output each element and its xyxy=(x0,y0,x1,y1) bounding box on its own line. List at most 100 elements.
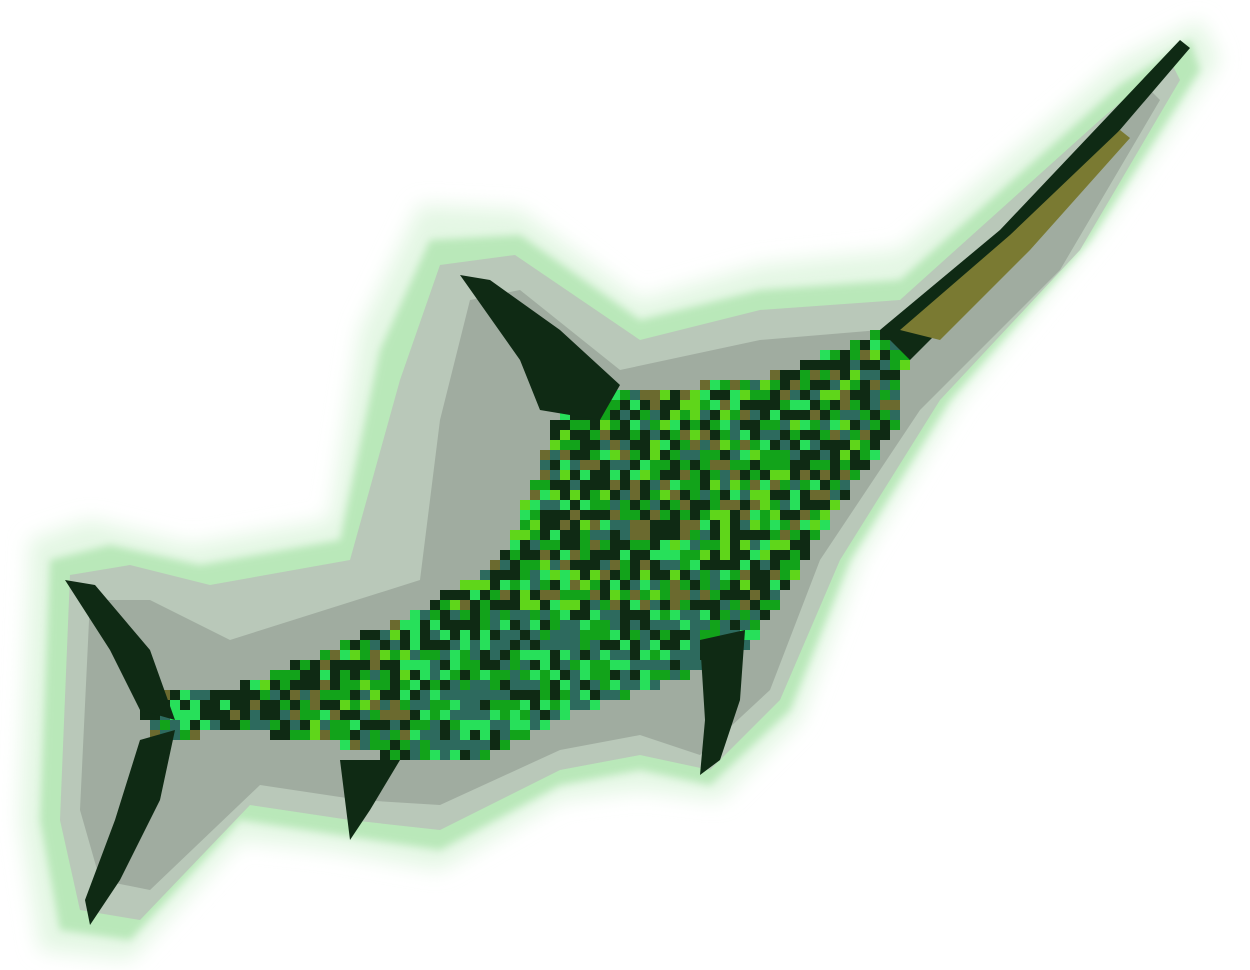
body-pixel xyxy=(470,700,480,710)
body-pixel xyxy=(790,410,800,420)
body-pixel xyxy=(600,550,610,560)
body-pixel xyxy=(440,600,450,610)
body-pixel xyxy=(690,620,700,630)
body-pixel xyxy=(710,410,720,420)
body-pixel xyxy=(540,550,550,560)
marlin-bill xyxy=(880,40,1190,360)
body-pixel xyxy=(870,430,880,440)
body-pixel xyxy=(290,730,300,740)
body-pixel xyxy=(770,520,780,530)
body-pixel xyxy=(570,470,580,480)
body-pixel xyxy=(650,660,660,670)
body-pixel xyxy=(370,720,380,730)
body-pixel xyxy=(330,730,340,740)
body-pixel xyxy=(880,340,890,350)
body-pixel xyxy=(790,550,800,560)
body-pixel xyxy=(630,610,640,620)
body-pixel xyxy=(740,430,750,440)
body-pixel xyxy=(390,670,400,680)
body-pixel xyxy=(530,680,540,690)
body-pixel xyxy=(530,490,540,500)
body-pixel xyxy=(340,640,350,650)
body-pixel xyxy=(570,630,580,640)
body-pixel xyxy=(660,620,670,630)
body-pixel xyxy=(750,620,760,630)
body-pixel xyxy=(630,510,640,520)
body-pixel xyxy=(470,660,480,670)
body-pixel xyxy=(580,620,590,630)
body-pixel xyxy=(610,560,620,570)
body-pixel xyxy=(730,560,740,570)
body-pixel xyxy=(380,660,390,670)
body-pixel xyxy=(860,410,870,420)
body-pixel xyxy=(490,590,500,600)
body-pixel xyxy=(430,700,440,710)
body-pixel xyxy=(490,670,500,680)
body-pixel xyxy=(290,690,300,700)
body-pixel xyxy=(770,480,780,490)
body-pixel xyxy=(520,530,530,540)
body-pixel xyxy=(620,500,630,510)
body-pixel xyxy=(450,640,460,650)
body-pixel xyxy=(730,440,740,450)
body-pixel xyxy=(740,420,750,430)
body-pixel xyxy=(540,450,550,460)
body-pixel xyxy=(530,560,540,570)
body-pixel xyxy=(540,640,550,650)
body-pixel xyxy=(740,460,750,470)
body-pixel xyxy=(510,530,520,540)
body-pixel xyxy=(460,710,470,720)
body-pixel xyxy=(860,460,870,470)
body-pixel xyxy=(600,620,610,630)
body-pixel xyxy=(800,450,810,460)
body-pixel xyxy=(520,590,530,600)
body-pixel xyxy=(610,410,620,420)
body-pixel xyxy=(670,660,680,670)
body-pixel xyxy=(200,710,210,720)
body-pixel xyxy=(510,680,520,690)
body-pixel xyxy=(610,500,620,510)
body-pixel xyxy=(530,690,540,700)
body-pixel xyxy=(700,520,710,530)
body-pixel xyxy=(620,690,630,700)
body-pixel xyxy=(710,600,720,610)
body-pixel xyxy=(740,630,750,640)
body-pixel xyxy=(670,650,680,660)
body-pixel xyxy=(540,540,550,550)
body-pixel xyxy=(250,720,260,730)
body-pixel xyxy=(440,590,450,600)
body-pixel xyxy=(560,540,570,550)
body-pixel xyxy=(500,550,510,560)
body-pixel xyxy=(380,650,390,660)
body-pixel xyxy=(640,620,650,630)
body-pixel xyxy=(390,640,400,650)
body-pixel xyxy=(760,430,770,440)
body-pixel xyxy=(430,620,440,630)
body-pixel xyxy=(490,610,500,620)
body-pixel xyxy=(590,510,600,520)
body-pixel xyxy=(870,330,880,340)
pectoral-fin xyxy=(700,630,745,775)
body-pixel xyxy=(810,490,820,500)
body-pixel xyxy=(590,650,600,660)
body-pixel xyxy=(580,700,590,710)
body-pixel xyxy=(510,610,520,620)
body-pixel xyxy=(340,660,350,670)
body-pixel xyxy=(630,430,640,440)
body-pixel xyxy=(480,720,490,730)
body-pixel xyxy=(790,510,800,520)
body-pixel xyxy=(390,690,400,700)
body-pixel xyxy=(760,510,770,520)
body-pixel xyxy=(430,600,440,610)
body-pixel xyxy=(770,600,780,610)
body-pixel xyxy=(300,670,310,680)
body-pixel xyxy=(740,440,750,450)
body-pixel xyxy=(780,550,790,560)
body-pixel xyxy=(790,460,800,470)
body-pixel xyxy=(730,510,740,520)
body-pixel xyxy=(580,430,590,440)
body-pixel xyxy=(650,520,660,530)
body-pixel xyxy=(700,580,710,590)
body-pixel xyxy=(630,410,640,420)
body-pixel xyxy=(780,580,790,590)
